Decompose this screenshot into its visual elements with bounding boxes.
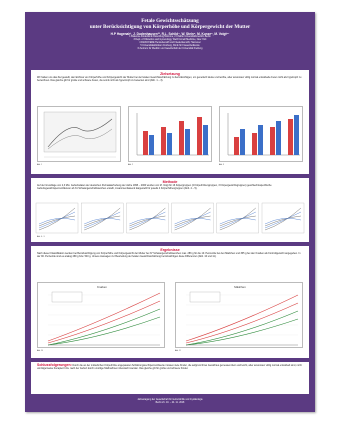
methode-caption: Abb. 4 – 5 <box>37 236 45 238</box>
poster-header: Fetale Gewichtsschätzung unter Berücksic… <box>25 12 315 68</box>
percentile-curve <box>219 215 256 227</box>
figure-3-caption: Abb. 3 <box>219 164 224 166</box>
percentile-curve <box>84 207 121 231</box>
affiliation-5: 6 Zentrum für Medizin und Gesellschaft d… <box>137 47 203 50</box>
section-title: Zielsetzung <box>160 72 180 76</box>
percentile-panel <box>35 202 79 234</box>
figure-1 <box>37 106 121 162</box>
affiliation-2: 3 Dept. of Obstetrics and Gynecology, We… <box>133 38 207 41</box>
percentile-curve <box>38 218 76 225</box>
result-chart-boys: Knaben <box>37 282 165 348</box>
percentile-curve <box>174 218 211 225</box>
poster: Fetale Gewichtsschätzung unter Berücksic… <box>25 12 315 412</box>
section-ergebnisse: Ergebnisse Nach dieser Klassifikation we… <box>31 246 309 358</box>
percentile-curve <box>129 215 166 227</box>
percentile-curve <box>129 211 166 229</box>
result-caption-boys: Abb. 10 <box>37 350 43 352</box>
percentile-curve <box>219 207 256 231</box>
affiliation-4: 5 Universitätsklinikum Freiburg, Klinik … <box>140 44 200 47</box>
figure-3 <box>219 106 303 162</box>
percentile-panel <box>81 202 124 234</box>
conclusion-box: Schlussfolgerungen: Durch die an der müt… <box>31 362 309 394</box>
conclusion-title: Schlussfolgerungen: <box>37 363 72 367</box>
figure-2-caption: Abb. 2 <box>128 164 133 166</box>
title-line-1: Fetale Gewichtsschätzung <box>141 18 199 24</box>
figure-2 <box>128 106 212 162</box>
percentile-curve <box>84 211 121 229</box>
percentile-curve <box>174 211 211 229</box>
percentile-curve <box>264 218 302 225</box>
figure-1-caption: Abb. 1 <box>37 164 42 166</box>
boys-chart-title: Knaben <box>97 285 107 289</box>
percentile-curve <box>84 215 121 227</box>
percentile-curve <box>38 211 76 229</box>
poster-footer: Jahrestagung der Gesellschaft für Geburt… <box>25 399 315 405</box>
percentile-panel <box>216 202 259 234</box>
percentile-curve <box>219 218 256 225</box>
percentile-panel <box>126 202 169 234</box>
affiliation-1: 1 Diakonie-Kinderklinik Rotenburg/Wümme,… <box>129 36 211 38</box>
section-title: Methode <box>162 180 178 184</box>
section-text: Wir hatten uns das Ziel gestellt, den Ei… <box>37 76 302 82</box>
percentile-curve <box>264 211 302 229</box>
percentile-curve <box>264 215 302 227</box>
percentile-curve <box>174 207 211 231</box>
percentile-panel <box>261 202 305 234</box>
result-caption-girls: Abb. 11 <box>175 350 181 352</box>
percentile-panel <box>171 202 214 234</box>
percentile-curve <box>129 207 166 231</box>
percentile-chart-row <box>35 202 305 234</box>
section-text: Nach dieser Klassifikation werden bei Be… <box>37 252 301 258</box>
percentile-curve <box>264 207 302 231</box>
footer-line-1: Jahrestagung der Gesellschaft für Geburt… <box>137 399 203 401</box>
percentile-curve <box>38 215 76 227</box>
conclusion-text: Durch die an der mütterlichen Körperhöhe… <box>37 364 302 370</box>
section-zielsetzung: Zielsetzung Wir hatten uns das Ziel gest… <box>31 70 309 174</box>
percentile-curve <box>129 218 166 225</box>
percentile-curve <box>174 215 211 227</box>
authors: H.P Hagenah¹, J. Dudenhausen²³, R.L. Sch… <box>110 32 230 36</box>
result-chart-girls: Mädchen <box>175 282 303 348</box>
percentile-curve <box>38 207 76 231</box>
section-title: Ergebnisse <box>160 248 180 252</box>
percentile-curve <box>219 211 256 229</box>
footer-line-2: Berlin 21. 10. – 24. 11. 2018 <box>155 402 185 404</box>
affiliation-3: 4 DIAKOVERE Henriettenstift und Friederi… <box>139 41 201 44</box>
section-text: Auf der Grundlage von 2,3 Mio. Geburtsda… <box>37 184 272 190</box>
percentile-curve <box>84 218 121 225</box>
section-methode: Methode Auf der Grundlage von 2,3 Mio. G… <box>31 178 309 242</box>
title-line-2: unter Berücksichtigung von Körperhöhe un… <box>89 24 251 30</box>
girls-chart-title: Mädchen <box>234 285 246 289</box>
